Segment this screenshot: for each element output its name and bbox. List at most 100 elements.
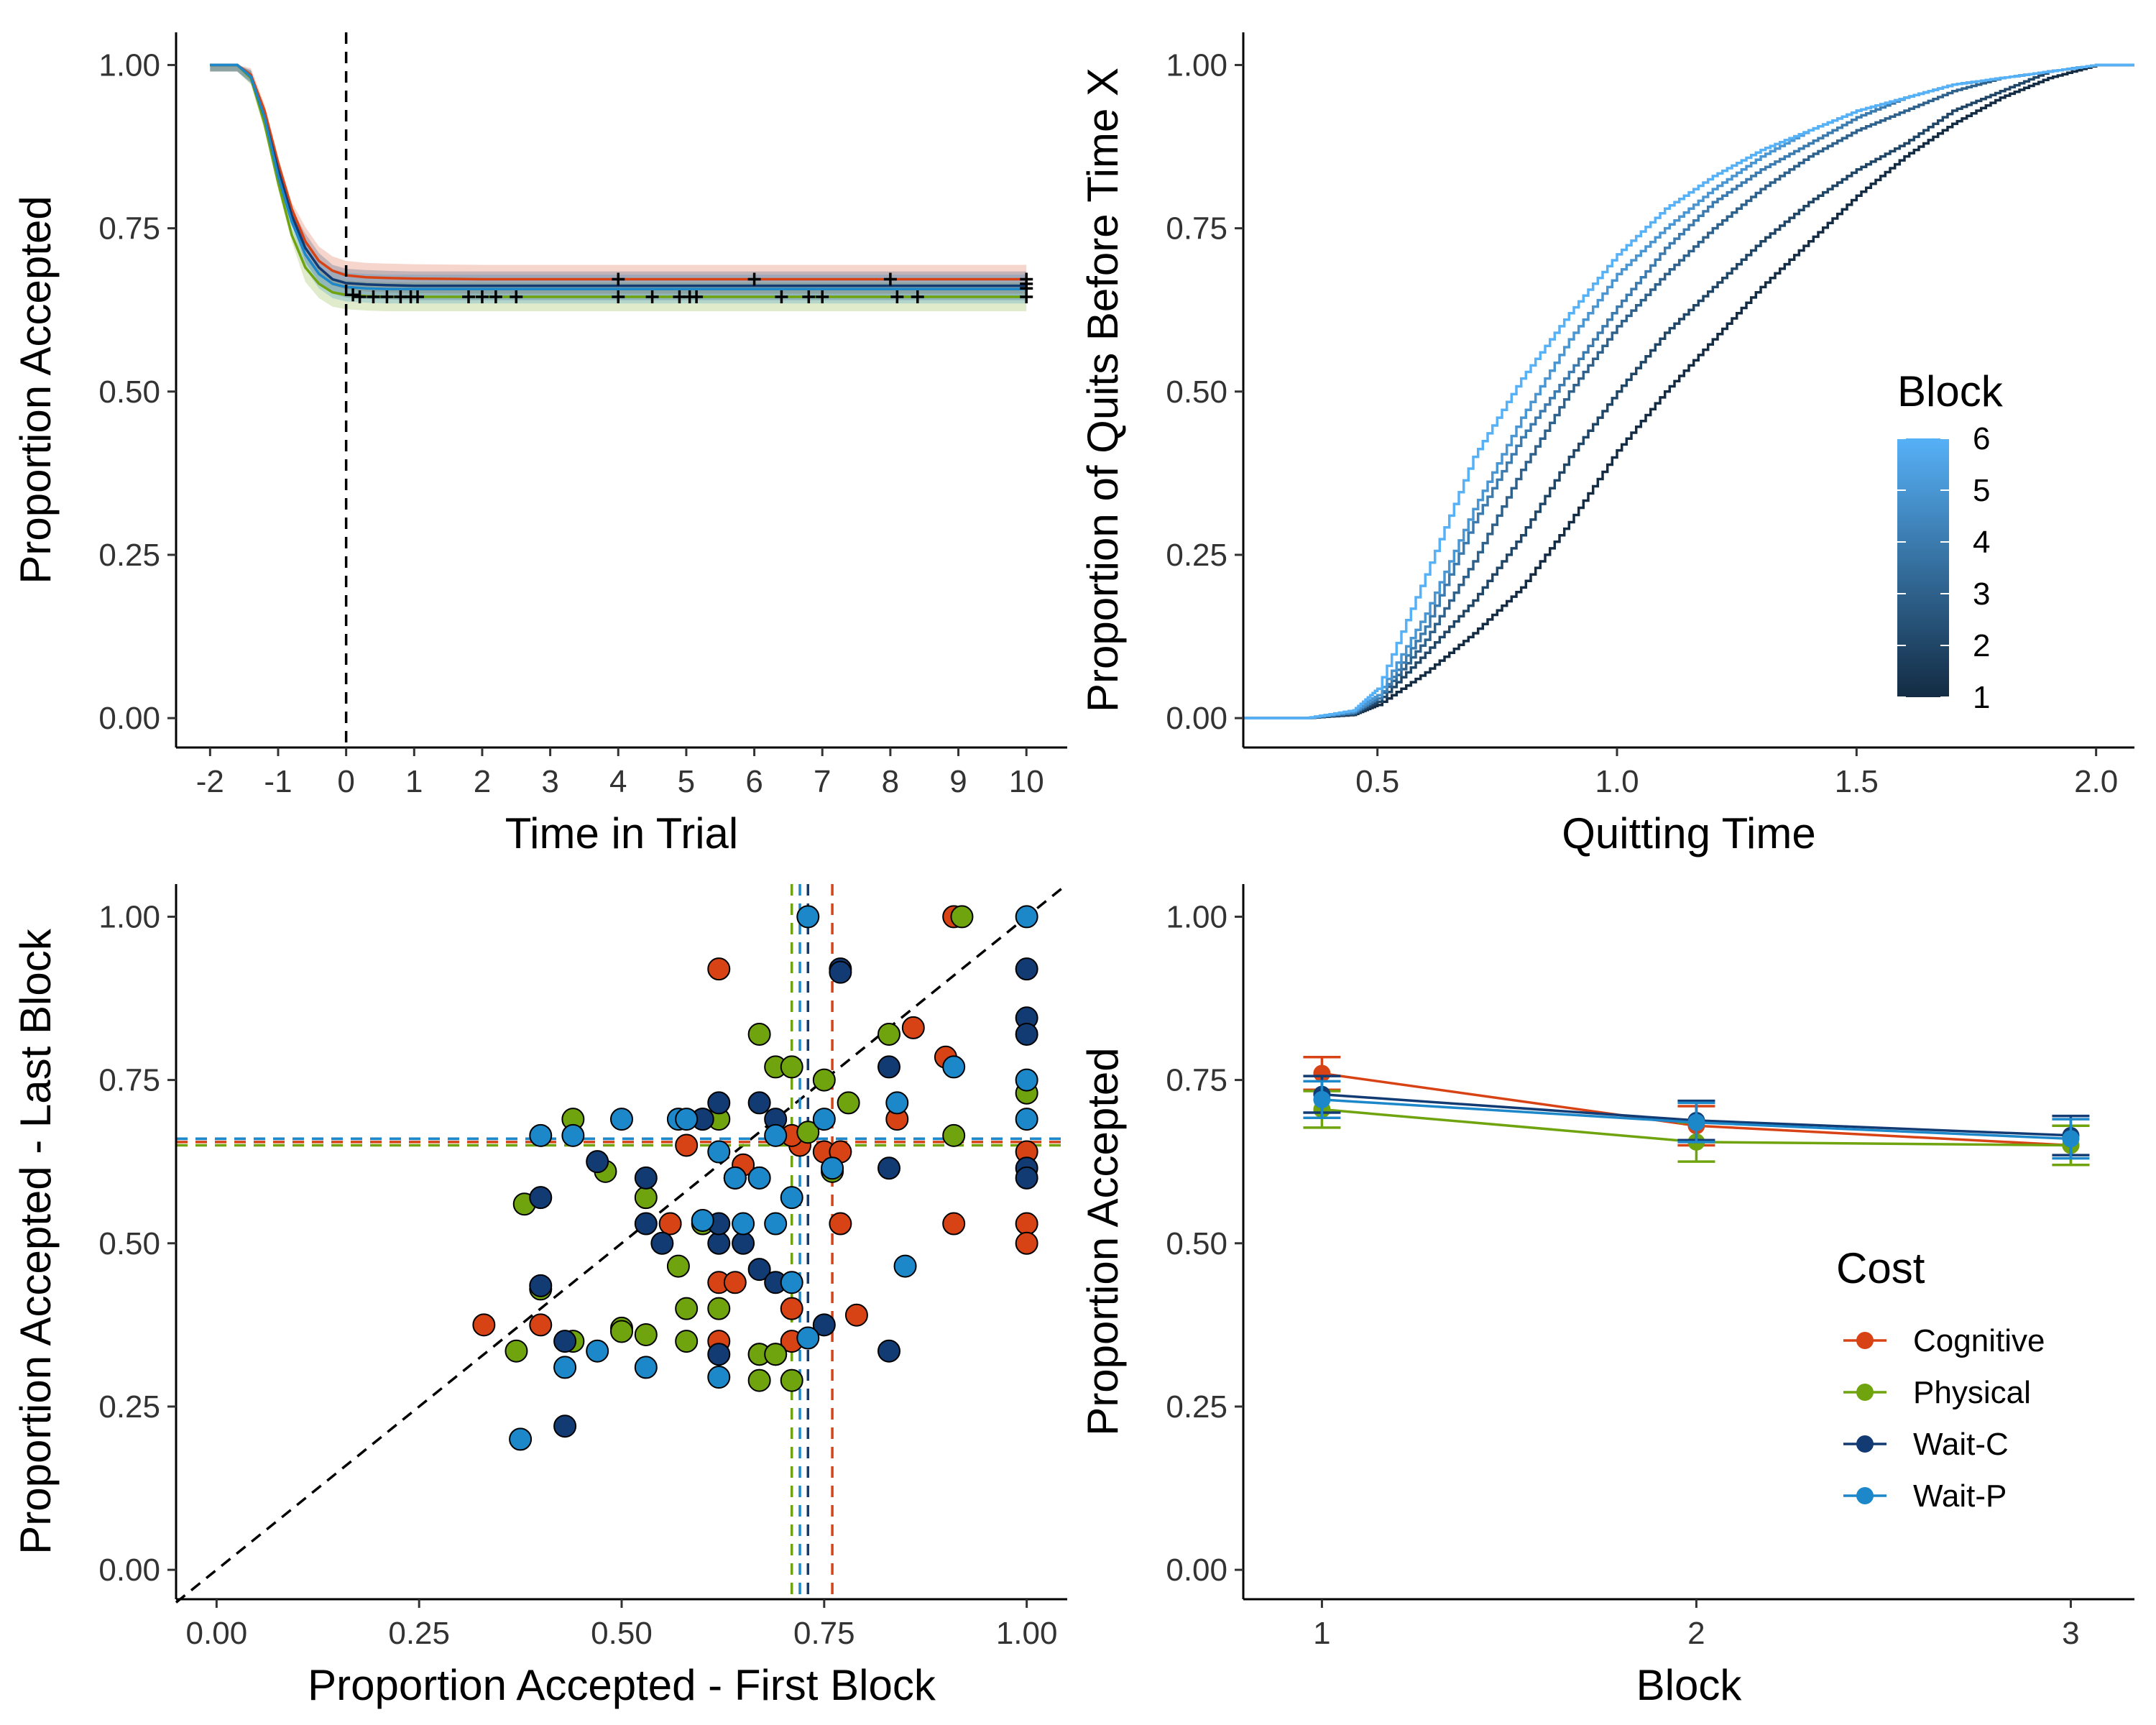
y-tick-label: 0.75 [98, 1063, 160, 1098]
y-tick-label: 0.00 [1166, 1552, 1227, 1588]
x-tick-label: 3 [541, 764, 558, 799]
scatter-point-wait_c [812, 1313, 836, 1337]
scatter-point-physical [747, 1368, 771, 1392]
cdf-line-block-1 [1243, 63, 2134, 719]
scatter-point-physical [707, 1297, 731, 1320]
scatter-point-wait_p [1015, 905, 1038, 929]
scatter-point-physical [780, 1368, 803, 1392]
scatter-point-wait_c [707, 1231, 731, 1255]
scatter-point-physical [764, 1343, 788, 1366]
scatter-point-wait_c [877, 1055, 900, 1079]
scatter-point-wait_c [747, 1091, 771, 1115]
censor-mark [462, 290, 476, 304]
scatter-point-wait_c [650, 1231, 674, 1255]
scatter-point-physical [666, 1254, 690, 1278]
censor-mark [510, 290, 523, 304]
scatter-point-cognitive [1015, 1212, 1038, 1236]
scatter-point-wait_c [877, 1156, 900, 1180]
censor-mark [890, 290, 904, 304]
y-tick-label: 0.00 [98, 1552, 160, 1588]
scatter-point-wait_c [529, 1186, 553, 1210]
y-axis-title: Proportion Accepted [11, 196, 60, 584]
scatter-point-wait_p [780, 1186, 803, 1210]
censor-mark [475, 290, 489, 304]
y-tick-label: 0.50 [98, 374, 160, 410]
survival-line-cognitive [210, 63, 1027, 281]
x-tick-label: 0.5 [1355, 764, 1399, 799]
x-tick-label: -2 [196, 764, 224, 799]
scatter-point-wait_p [561, 1123, 585, 1147]
x-tick-label: 3 [2062, 1616, 2079, 1651]
scatter-point-wait_c [732, 1231, 755, 1255]
scatter-point-wait_c [829, 960, 852, 984]
censor-mark [411, 290, 425, 304]
x-tick-label: 5 [678, 764, 695, 799]
survival-line-wait_c [210, 63, 1027, 288]
ci-ribbon-wait_c [210, 65, 1027, 300]
scatter-point-cognitive [707, 957, 731, 981]
scatter-point-physical [610, 1320, 633, 1343]
y-axis-title: Proportion of Quits Before Time X [1079, 68, 1127, 712]
scatter-point-wait_c [1015, 1166, 1038, 1190]
x-tick-label: 1.00 [996, 1616, 1058, 1651]
y-tick-label: 1.00 [98, 899, 160, 934]
cdf-line-block-6 [1243, 63, 2134, 719]
y-axis-title: Proportion Accepted - Last Block [11, 928, 60, 1554]
scatter-point-physical [634, 1322, 658, 1346]
y-tick-label: 0.25 [98, 1389, 160, 1425]
scatter-point-wait_c [1015, 1022, 1038, 1046]
scatter-point-wait_p [586, 1339, 609, 1363]
scatter-point-physical [837, 1091, 860, 1115]
scatter-point-cognitive [1015, 1231, 1038, 1255]
block-legend: Block 6 5 4 3 2 1 [1897, 367, 2004, 715]
censor-mark [367, 290, 380, 304]
censor-mark [883, 272, 897, 286]
y-tick-label: 0.25 [1166, 1389, 1227, 1425]
scatter-point-wait_c [586, 1150, 609, 1174]
censor-mark [346, 288, 360, 302]
x-tick-label: 2.0 [2074, 764, 2118, 799]
x-tick-label: 0 [337, 764, 354, 799]
scatter-point-wait_p [691, 1208, 714, 1232]
censor-mark [802, 290, 816, 304]
x-tick-label: 1 [1313, 1616, 1330, 1651]
y-tick-label: 0.50 [1166, 1226, 1227, 1261]
legend-label: 1 [1973, 680, 1990, 715]
legend-label: 5 [1973, 473, 1990, 508]
scatter-point-wait_p [1015, 1108, 1038, 1131]
censor-mark [612, 290, 625, 304]
scatter-point-wait_p [707, 1366, 731, 1389]
censor-mark [911, 290, 924, 304]
x-tick-label: 4 [609, 764, 627, 799]
scatter-point-cognitive [942, 1212, 966, 1236]
x-tick-label: 1.5 [1835, 764, 1879, 799]
x-tick-label: 1 [405, 764, 423, 799]
block-means-panel: 1 2 3 0.00 0.25 0.50 0.75 1.00 Block Proportion A… [1079, 884, 2134, 1709]
x-tick-label: 0.00 [186, 1616, 248, 1651]
scatter-point-cognitive [472, 1313, 496, 1337]
y-tick-label: 0.75 [1166, 1063, 1227, 1098]
y-tick-label: 1.00 [1166, 47, 1227, 83]
y-axis-title: Proportion Accepted [1079, 1047, 1127, 1435]
identity-line [175, 883, 1069, 1604]
scatter-point-physical [950, 905, 974, 929]
scatter-point-physical [675, 1297, 699, 1320]
scatter-point-wait_p [747, 1166, 771, 1190]
mean-point-wait_p [2062, 1130, 2080, 1148]
survival-panel: -2 -1 0 1 2 3 4 5 6 7 8 9 10 0.00 0.25 0.50 0.75 1.00 Time… [11, 32, 1067, 857]
legend-key-point [1856, 1435, 1874, 1453]
legend-key-point [1856, 1384, 1874, 1401]
ci-ribbon-cognitive [210, 65, 1027, 294]
scatter-point-wait_p [942, 1055, 966, 1079]
scatter-point-wait_p [893, 1254, 917, 1278]
x-tick-label: 9 [949, 764, 967, 799]
scatter-point-wait_p [796, 1326, 820, 1350]
y-tick-label: 1.00 [98, 47, 160, 83]
scatter-point-wait_p [509, 1427, 533, 1451]
cost-legend: Cost Cognitive Physical Wait-C Wait-P [1836, 1244, 2045, 1514]
x-tick-label: 0.75 [793, 1616, 855, 1651]
scatter-point-wait_p [723, 1166, 747, 1190]
censor-mark [747, 272, 761, 286]
y-tick-label: 0.75 [98, 211, 160, 247]
legend-label: 6 [1973, 421, 1990, 456]
